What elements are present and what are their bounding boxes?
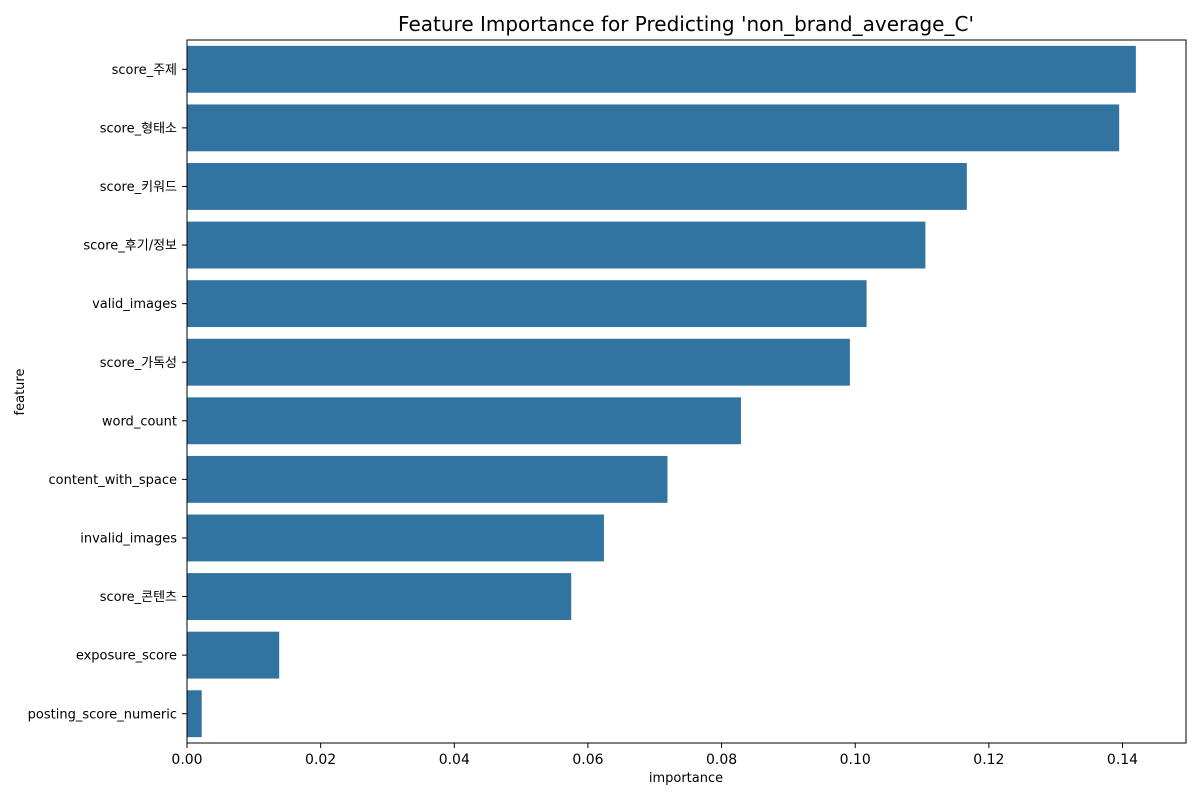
category-label: score_후기/정보 bbox=[83, 239, 177, 254]
category-labels: score_주제 score_형태소 score_키워드 score_후기/정보val… bbox=[28, 63, 187, 722]
category-label: valid_images bbox=[92, 297, 177, 312]
category-label: score_콘텐츠 bbox=[100, 590, 177, 605]
category-label: invalid_images bbox=[80, 532, 177, 547]
x-tick-label: 0.10 bbox=[840, 752, 871, 768]
category-label: content_with_space bbox=[49, 473, 178, 488]
x-tick-label: 0.12 bbox=[973, 752, 1004, 768]
x-tick-label: 0.14 bbox=[1107, 752, 1138, 768]
bars-group bbox=[187, 45, 1136, 738]
bar bbox=[187, 397, 741, 445]
x-axis-ticks: 0.00 0.02 0.04 0.06 0.08 0.10 0.12 0.14 bbox=[171, 743, 1138, 768]
x-axis-label: importance bbox=[649, 771, 723, 786]
category-label: score_형태소 bbox=[100, 121, 177, 136]
bar bbox=[187, 163, 967, 210]
x-tick-label: 0.04 bbox=[439, 752, 470, 768]
x-tick-label: 0.06 bbox=[572, 752, 603, 768]
category-label: score_주제 bbox=[112, 63, 177, 78]
bar bbox=[187, 573, 572, 620]
y-axis-label: feature bbox=[13, 369, 28, 416]
category-label: word_count bbox=[102, 414, 177, 429]
bar bbox=[187, 221, 926, 269]
x-tick-label: 0.02 bbox=[305, 752, 336, 768]
x-tick-label: 0.08 bbox=[706, 752, 737, 768]
category-label: exposure_score bbox=[76, 649, 177, 664]
bar bbox=[187, 45, 1136, 93]
category-label: score_키워드 bbox=[100, 180, 177, 195]
bar bbox=[187, 280, 867, 328]
bar bbox=[187, 631, 280, 679]
plot-frame bbox=[186, 39, 1187, 744]
bar bbox=[187, 338, 850, 386]
chart-title: Feature Importance for Predicting 'non_b… bbox=[398, 12, 974, 36]
bar bbox=[187, 104, 1120, 152]
category-label: posting_score_numeric bbox=[28, 707, 177, 722]
bar bbox=[187, 690, 202, 738]
bar bbox=[187, 514, 604, 562]
bar bbox=[187, 455, 668, 503]
x-tick-label: 0.00 bbox=[171, 752, 202, 768]
category-label: score_가독성 bbox=[100, 356, 177, 371]
